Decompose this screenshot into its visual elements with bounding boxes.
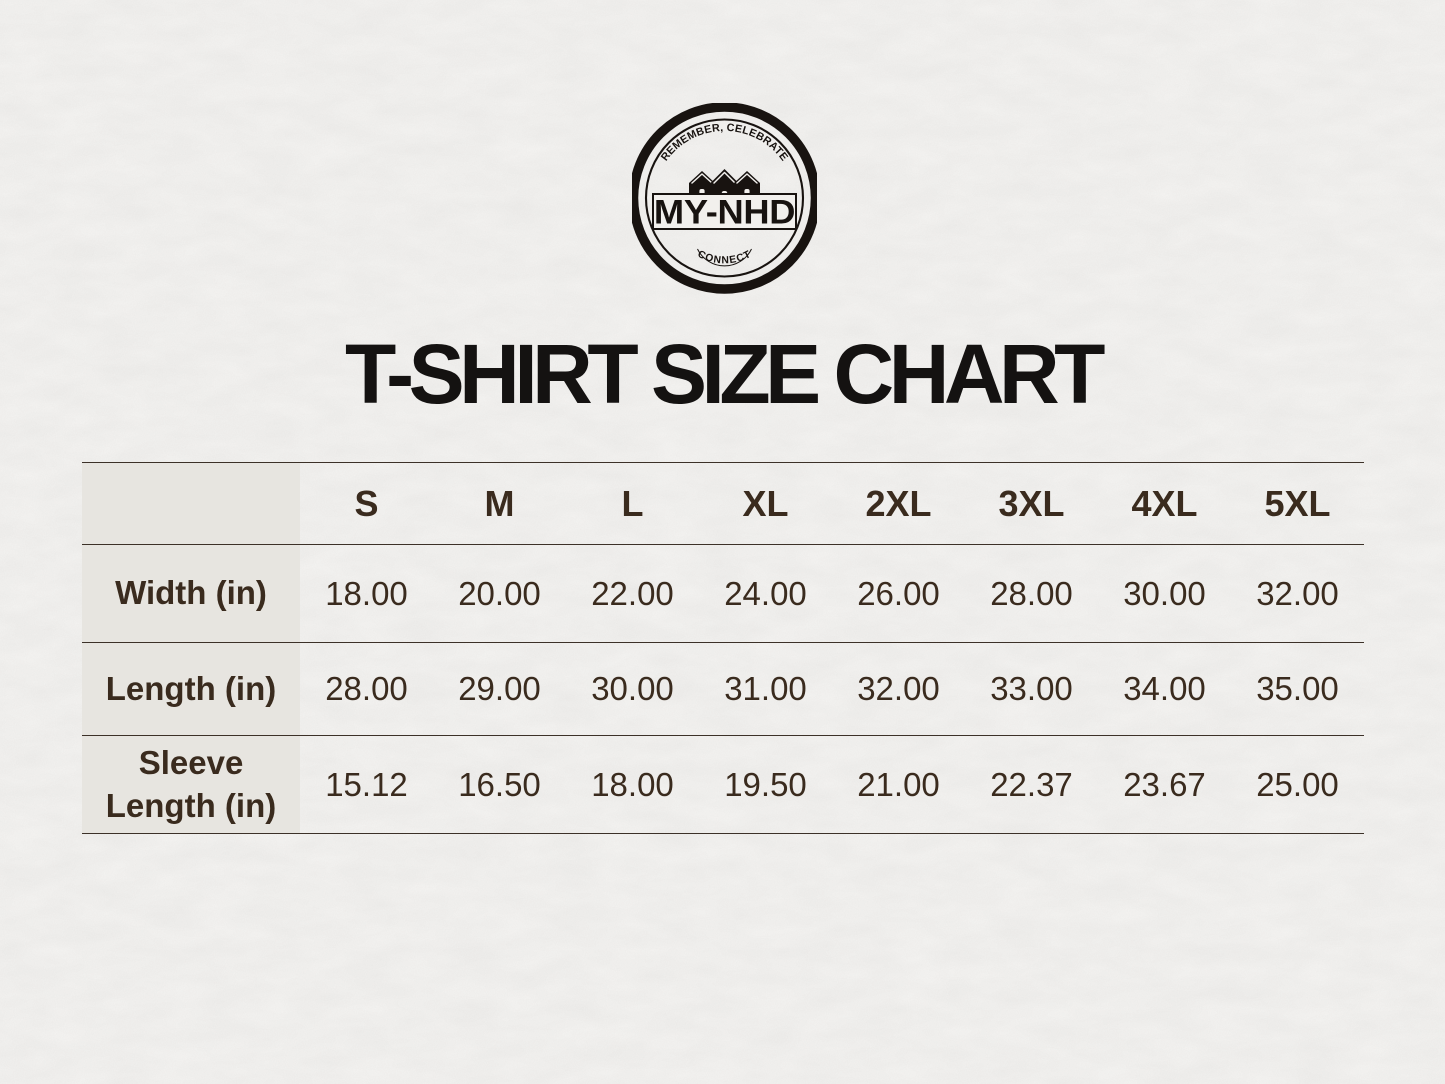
svg-text:REMEMBER, CELEBRATE: REMEMBER, CELEBRATE <box>658 122 789 164</box>
svg-text:MY-NHD: MY-NHD <box>653 192 794 231</box>
